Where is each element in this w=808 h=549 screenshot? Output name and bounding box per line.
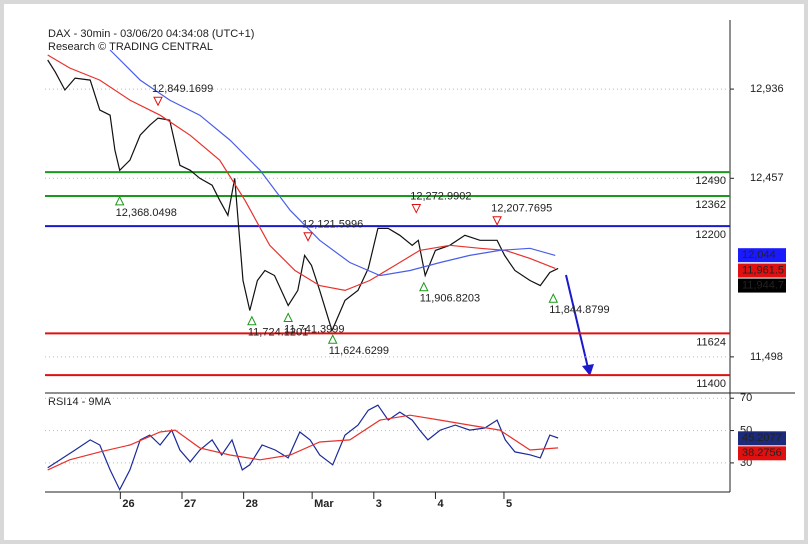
high-label: 12,207.7695 [491,203,552,215]
series-line [47,59,559,333]
low-marker [283,312,293,323]
high-label: 12,121.5996 [302,219,363,231]
last-value-label: 11,961.5 [742,264,784,276]
y-tick-label: 12,936 [750,83,784,95]
high-marker [153,96,163,107]
x-tick-label: 5 [506,498,512,510]
chart-title: DAX - 30min - 03/06/20 04:34:08 (UTC+1) [48,28,254,40]
last-value-label: 38.2756 [742,447,782,459]
low-marker [247,315,257,326]
low-marker [114,195,125,206]
level-label: 12362 [695,199,726,211]
level-label: 12200 [695,229,726,241]
forecast-arrow-head [582,364,594,376]
level-label: 11400 [696,378,726,390]
x-tick-label: 27 [184,498,196,510]
low-marker [548,293,559,303]
y-tick-label: 70 [740,392,752,404]
x-tick-label: 26 [122,498,134,510]
last-value-box [738,431,786,446]
last-value-label: 12,044 [742,249,776,261]
last-value-box [738,446,786,461]
high-marker [492,216,502,226]
high-marker [411,204,422,214]
low-label: 11,741.3999 [284,323,344,335]
last-value-label: 11,944.7 [742,279,784,291]
last-value-box [738,278,786,293]
high-marker [303,232,313,242]
last-value-label: 45.2077 [742,432,782,444]
chart-subtitle: Research © TRADING CENTRAL [48,41,213,53]
low-label: 11,624.6299 [329,345,389,357]
low-label: 11,906.8203 [420,293,480,305]
low-marker [418,281,429,292]
low-label: 11,724.1201 [248,327,308,339]
series-line [47,54,556,292]
low-label: 11,844.8799 [549,304,609,316]
y-tick-label: 11,498 [750,351,783,363]
high-label: 12,849.1699 [152,83,213,95]
rsi-title: RSI14 - 9MA [48,396,112,408]
forecast-arrow [565,274,589,369]
x-tick-label: Mar [314,498,334,510]
y-tick-label: 12,457 [750,172,784,184]
x-tick-label: 3 [376,498,382,510]
series-line [109,49,556,277]
x-tick-label: 28 [246,498,258,510]
low-marker [327,334,338,344]
high-label: 12,272.9902 [410,190,471,202]
last-value-box [738,248,786,263]
level-label: 11624 [696,336,726,348]
low-label: 12,368.0498 [116,207,177,219]
plot-area [45,20,730,492]
series-line [47,404,559,492]
series-line [47,414,559,471]
x-tick-label: 4 [437,498,444,510]
level-label: 12490 [695,175,726,187]
last-value-box [738,263,786,278]
